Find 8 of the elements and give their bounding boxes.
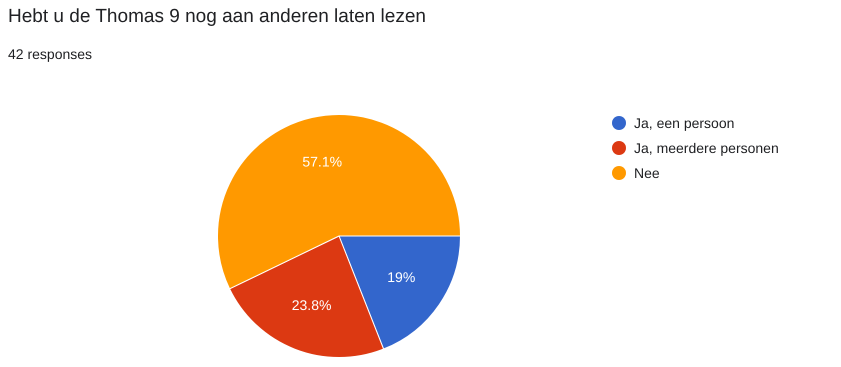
- data-label: 19%: [387, 269, 416, 286]
- chart-title: Hebt u de Thomas 9 nog aan anderen laten lezen: [8, 6, 426, 28]
- legend-label: Nee: [634, 164, 660, 180]
- text: 42 responses: [8, 46, 92, 62]
- data-label: 57.1%: [302, 153, 342, 170]
- data-label: 23.8%: [292, 297, 332, 314]
- legend-label: Ja, een persoon: [634, 114, 734, 130]
- legend-label: Ja, meerdere personen: [634, 140, 779, 156]
